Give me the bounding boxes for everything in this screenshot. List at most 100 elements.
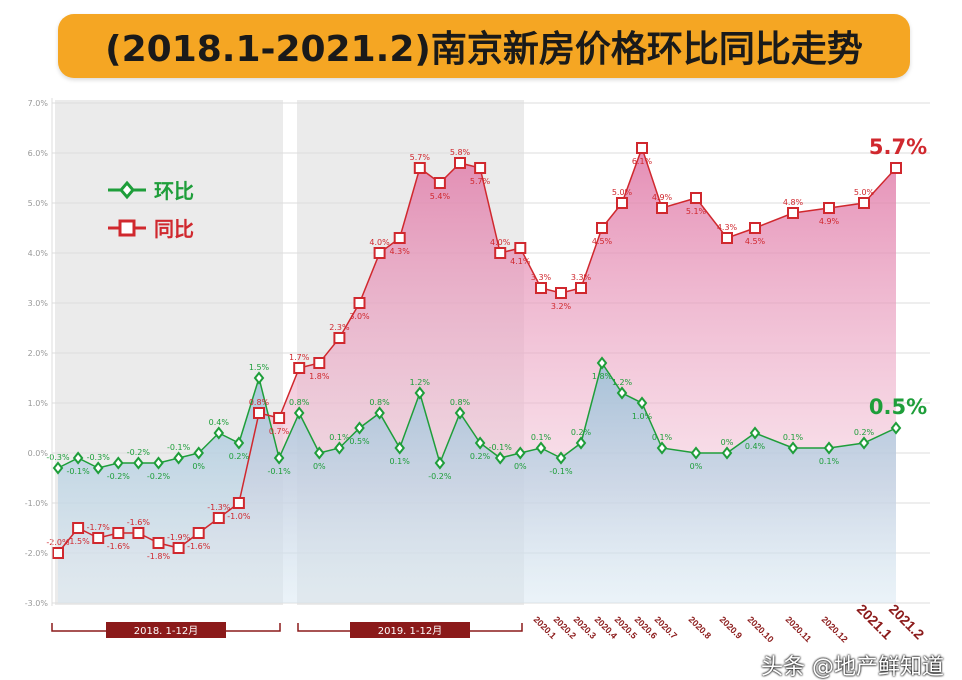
x-tick-label: 2021.1 <box>854 601 896 643</box>
data-point-yoy <box>474 162 487 174</box>
data-point-mom <box>153 456 164 470</box>
data-label: 1.2% <box>410 378 431 387</box>
data-point-yoy <box>433 177 446 189</box>
data-point-yoy <box>535 282 547 294</box>
data-label: -1.6% <box>107 542 131 551</box>
data-point-mom <box>72 451 84 465</box>
data-point-mom <box>193 446 204 460</box>
legend-label: 同比 <box>154 217 194 241</box>
y-tick-label: 6.0% <box>28 149 49 158</box>
data-point-yoy <box>749 222 761 234</box>
data-label: -2.0% <box>46 538 70 547</box>
data-point-yoy <box>273 412 286 424</box>
x-tick-label: 2020.10 <box>746 614 776 644</box>
data-point-mom <box>787 441 799 455</box>
data-point-yoy <box>333 332 346 344</box>
data-label: 5.8% <box>450 148 471 157</box>
data-label: 5.7% <box>410 153 431 162</box>
x-tick-label: 2020.3 <box>572 614 599 641</box>
data-label: -0.2% <box>127 448 151 457</box>
data-label: 4.9% <box>819 217 840 226</box>
data-label: 5.7% <box>470 177 491 186</box>
data-label: 0.8% <box>289 398 310 407</box>
data-point-yoy <box>52 547 64 559</box>
group-label: 2019. 1-12月 <box>378 625 443 637</box>
y-tick-label: -1.0% <box>25 499 49 508</box>
y-tick-label: -3.0% <box>25 599 49 608</box>
data-label: -0.1% <box>549 467 573 476</box>
data-point-yoy <box>72 522 85 534</box>
data-point-mom <box>454 406 466 420</box>
data-label: -0.1% <box>167 443 191 452</box>
x-tick-label: 2020.8 <box>687 614 714 641</box>
data-point-mom <box>133 456 144 470</box>
data-label: -0.2% <box>428 472 452 481</box>
data-label: 0% <box>313 462 326 471</box>
data-point-mom <box>273 451 285 465</box>
data-label: -0.1% <box>66 467 90 476</box>
data-label: -1.6% <box>187 542 211 551</box>
data-point-yoy <box>858 197 870 209</box>
data-label: 0.8% <box>369 398 390 407</box>
title-banner: (2018.1-2021.2)南京新房价格环比同比走势 <box>58 14 910 78</box>
chart-title: (2018.1-2021.2)南京新房价格环比同比走势 <box>105 29 863 70</box>
data-label: 0.7% <box>269 427 290 436</box>
group-label: 2018. 1-12月 <box>134 625 199 637</box>
data-label: 1.8% <box>592 372 613 381</box>
data-point-yoy <box>212 512 225 524</box>
data-point-mom <box>233 436 245 450</box>
data-point-mom <box>535 441 547 455</box>
watermark-credit: 头条 @地产鲜知道 <box>761 655 944 680</box>
data-point-mom <box>173 451 184 465</box>
data-point-mom <box>113 456 124 470</box>
data-point-yoy <box>112 527 125 539</box>
data-label: 0% <box>192 462 205 471</box>
data-label: 0.1% <box>531 433 552 442</box>
data-label: -0.2% <box>147 472 171 481</box>
data-label: 0.8% <box>249 398 270 407</box>
y-tick-label: 5.0% <box>28 199 49 208</box>
legend-square-icon <box>118 219 136 237</box>
data-point-yoy <box>890 162 902 174</box>
data-point-mom <box>823 441 835 455</box>
data-label: -0.1% <box>267 467 291 476</box>
data-point-mom <box>92 461 104 475</box>
data-label: -1.3% <box>207 503 231 512</box>
data-label: 4.3% <box>390 247 411 256</box>
data-point-yoy <box>373 247 386 259</box>
x-tick-label: 2020.11 <box>784 614 814 644</box>
data-label: 0.8% <box>450 398 471 407</box>
data-point-yoy <box>690 192 702 204</box>
data-label: 0.1% <box>390 457 411 466</box>
data-label: -0.2% <box>107 472 131 481</box>
data-label: 0.1% <box>819 457 840 466</box>
data-point-yoy <box>313 357 326 369</box>
final-value-label: 0.5% <box>869 395 927 419</box>
data-point-mom <box>749 426 761 440</box>
data-label: 3.3% <box>571 273 592 282</box>
data-label: -1.7% <box>87 523 111 532</box>
data-point-yoy <box>514 242 527 254</box>
data-label: 0.1% <box>329 433 350 442</box>
data-point-mom <box>596 356 608 370</box>
data-point-mom <box>293 406 305 420</box>
x-tick-label: 2020.12 <box>820 614 850 644</box>
data-point-mom <box>494 451 506 465</box>
group-label-bg <box>106 622 226 638</box>
data-label: 4.3% <box>717 223 738 232</box>
data-point-mom <box>555 451 567 465</box>
data-point-yoy <box>413 162 426 174</box>
final-value-label: 5.7% <box>869 135 927 159</box>
x-tick-label: 2020.7 <box>653 614 680 641</box>
data-point-mom <box>616 386 628 400</box>
y-tick-label: 2.0% <box>28 349 49 358</box>
data-label: 0.1% <box>652 433 673 442</box>
data-point-yoy <box>721 232 733 244</box>
data-label: 0.4% <box>209 418 230 427</box>
x-tick-label: 2021.2 <box>886 601 928 643</box>
data-point-yoy <box>575 282 587 294</box>
data-label: 5.0% <box>612 188 633 197</box>
data-label: 4.8% <box>783 198 804 207</box>
data-point-mom <box>721 446 733 460</box>
data-point-yoy <box>92 532 105 544</box>
